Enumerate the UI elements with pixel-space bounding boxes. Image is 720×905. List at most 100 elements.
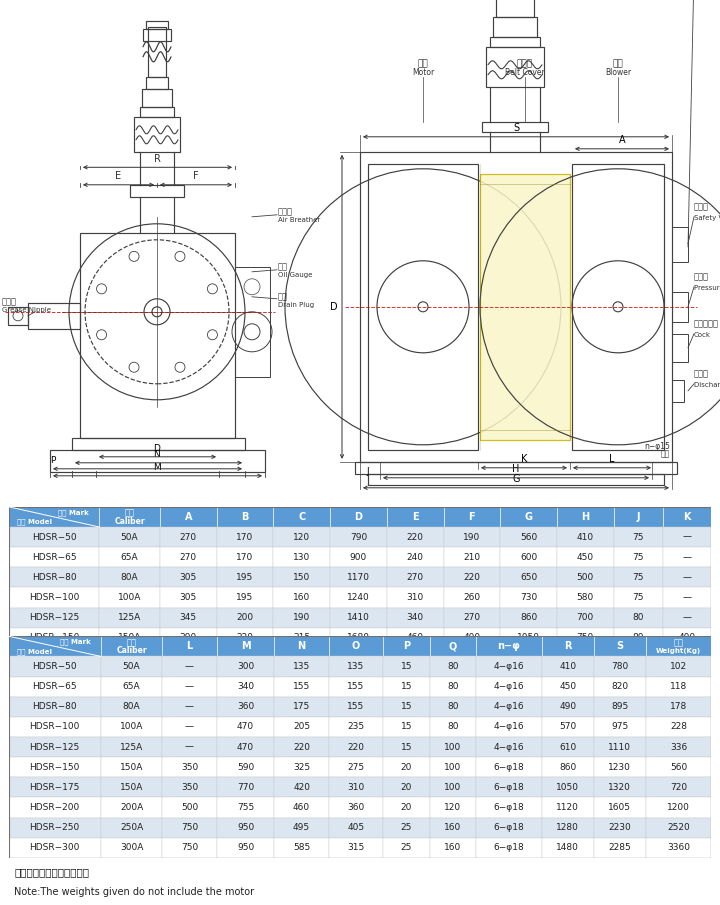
Text: 2080: 2080 [347, 673, 370, 682]
Bar [594, 817, 646, 838]
Bar [430, 697, 476, 717]
Bar [646, 777, 711, 797]
Text: 1500: 1500 [517, 673, 540, 682]
Text: Cock: Cock [694, 332, 711, 338]
Text: 6−φ18: 6−φ18 [493, 824, 524, 833]
Bar [662, 648, 711, 668]
Bar [613, 628, 662, 648]
Bar [430, 677, 476, 697]
Bar [646, 636, 711, 656]
Bar [160, 628, 217, 648]
Bar [444, 607, 500, 628]
Text: 280: 280 [293, 673, 310, 682]
Bar [330, 668, 387, 688]
Bar [217, 737, 274, 757]
Bar [662, 567, 711, 587]
Bar [476, 677, 541, 697]
Text: 75: 75 [632, 573, 644, 582]
Bar [146, 21, 168, 29]
Bar [329, 797, 383, 817]
Bar [9, 507, 99, 527]
Bar [162, 636, 217, 656]
Bar [541, 737, 594, 757]
Text: Pressure Gauge: Pressure Gauge [694, 285, 720, 291]
Text: 410: 410 [577, 532, 594, 541]
Text: 102: 102 [670, 662, 687, 671]
Text: 470: 470 [237, 722, 254, 731]
Bar [500, 527, 557, 548]
Bar [217, 709, 274, 729]
Text: 排出口: 排出口 [694, 370, 709, 379]
Bar [9, 688, 99, 709]
Text: 15: 15 [400, 722, 412, 731]
Bar [541, 838, 594, 858]
Text: 495: 495 [293, 824, 310, 833]
Text: D: D [354, 512, 362, 522]
Text: 400: 400 [678, 653, 696, 662]
Text: 6−φ18: 6−φ18 [493, 783, 524, 792]
Bar [72, 438, 245, 450]
Text: 770: 770 [237, 783, 254, 792]
Bar [646, 838, 711, 858]
Bar [541, 777, 594, 797]
Text: B: B [241, 512, 248, 522]
Text: 315: 315 [347, 843, 364, 853]
Text: 25: 25 [401, 824, 412, 833]
Text: HDSR−65: HDSR−65 [32, 553, 76, 562]
Bar [274, 688, 330, 709]
Bar [368, 164, 478, 450]
Bar [28, 303, 80, 329]
Text: 755: 755 [237, 803, 254, 812]
Bar [493, 17, 537, 37]
Text: 100A: 100A [118, 593, 141, 602]
Bar [9, 548, 99, 567]
Text: 730: 730 [520, 593, 537, 602]
Text: 50A: 50A [122, 662, 140, 671]
Bar [430, 838, 476, 858]
Text: 195: 195 [236, 573, 253, 582]
Text: 195: 195 [236, 593, 253, 602]
Text: 390: 390 [179, 653, 197, 662]
Bar [662, 628, 711, 648]
Text: 1500: 1500 [574, 694, 597, 703]
Bar [430, 757, 476, 777]
Text: HDSR−125: HDSR−125 [29, 614, 79, 622]
Bar [383, 838, 430, 858]
Bar [160, 607, 217, 628]
Text: —: — [683, 553, 691, 562]
Bar [99, 709, 160, 729]
Text: 75: 75 [632, 593, 644, 602]
Bar [329, 838, 383, 858]
Bar [9, 677, 101, 697]
Bar [613, 688, 662, 709]
Text: 130: 130 [293, 553, 310, 562]
Bar [274, 587, 330, 607]
Text: 305: 305 [179, 573, 197, 582]
Text: 300: 300 [237, 662, 254, 671]
Bar [274, 709, 330, 729]
Text: 3360: 3360 [667, 843, 690, 853]
Text: 160: 160 [444, 843, 462, 853]
Bar [146, 77, 168, 89]
Bar [557, 607, 613, 628]
Text: 型式 Model: 型式 Model [17, 519, 52, 525]
Text: 228: 228 [670, 722, 687, 731]
Bar [9, 757, 101, 777]
Bar [274, 757, 329, 777]
Bar [148, 27, 166, 77]
Bar [160, 548, 217, 567]
Bar [160, 507, 217, 527]
Text: R: R [153, 154, 161, 164]
Text: 500: 500 [463, 653, 480, 662]
Bar [500, 688, 557, 709]
Text: 風機: 風機 [613, 60, 624, 69]
Bar [101, 717, 162, 737]
Bar [383, 817, 430, 838]
Bar [330, 587, 387, 607]
Text: Weight(Kg): Weight(Kg) [656, 648, 701, 653]
Text: 1230: 1230 [608, 763, 631, 772]
Bar [101, 677, 162, 697]
Bar [430, 737, 476, 757]
Text: 400: 400 [678, 634, 696, 643]
Bar [330, 688, 387, 709]
